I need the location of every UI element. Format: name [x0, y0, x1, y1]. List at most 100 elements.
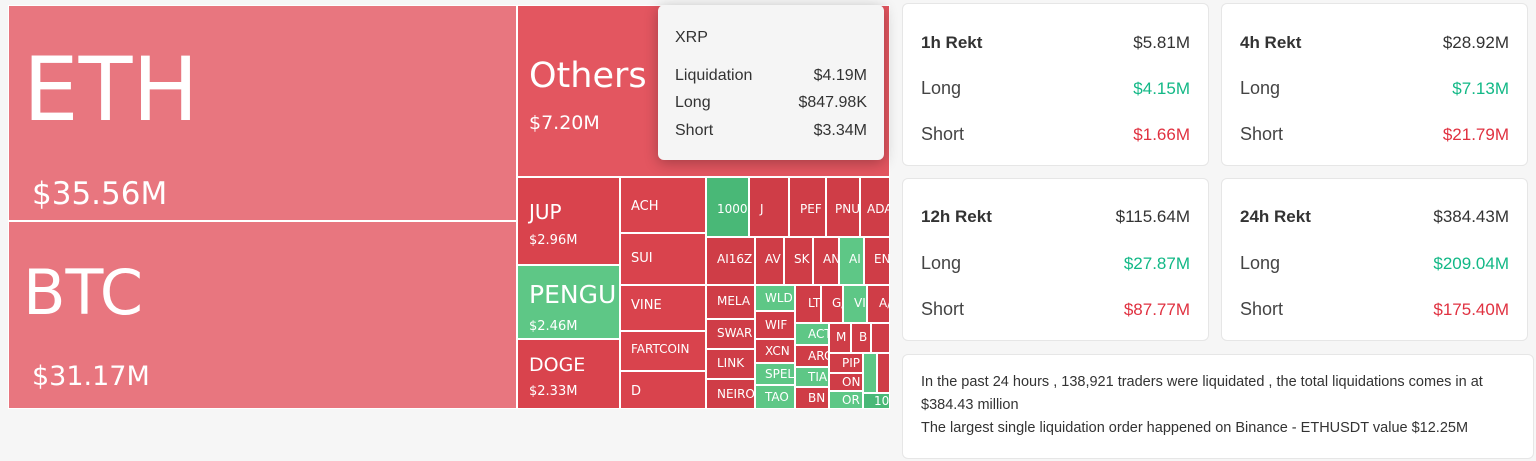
treemap-tile-av[interactable]: AV	[755, 237, 784, 285]
treemap-tile-b2[interactable]	[871, 323, 890, 353]
treemap-tile-bn[interactable]: BN	[795, 387, 829, 409]
tile-name: FARTCOIN	[631, 342, 690, 356]
long-label: Long	[1240, 253, 1281, 273]
card-title: 1h Rekt	[921, 33, 983, 52]
card-title: 12h Rekt	[921, 207, 992, 226]
treemap-tile-green-a[interactable]	[863, 353, 877, 393]
short-value: $1.66M	[1133, 124, 1190, 144]
tile-name: ADA	[867, 202, 890, 216]
treemap-tile-ga[interactable]: G/	[821, 285, 843, 323]
tile-name: WLD	[765, 291, 793, 305]
tile-name: ETH	[23, 38, 199, 141]
treemap-tile-sui[interactable]: SUI	[620, 233, 706, 285]
long-value: $27.87M	[1123, 253, 1190, 273]
tile-name: DOGE	[529, 354, 586, 376]
treemap-tile-fartcoin[interactable]: FARTCOIN	[620, 331, 706, 371]
treemap-tile-eth[interactable]: ETH $35.56M	[8, 5, 517, 221]
treemap-tile-1000[interactable]: 1000	[706, 177, 749, 237]
long-label: Long	[921, 253, 962, 273]
tile-name: EN	[874, 252, 890, 266]
long-value: $4.15M	[1133, 78, 1190, 98]
tile-name: ACH	[631, 199, 659, 214]
treemap-tile-red-a[interactable]	[877, 353, 890, 393]
long-label: Long	[1240, 78, 1281, 98]
tile-name: SUI	[631, 251, 653, 266]
treemap-tile-tao[interactable]: TAO	[755, 385, 795, 409]
treemap-tile-wld[interactable]: WLD	[755, 285, 795, 311]
tile-name: 10	[874, 394, 890, 408]
treemap-tile-lt[interactable]: LT	[795, 285, 821, 323]
treemap-tile-on[interactable]: ON	[829, 373, 863, 391]
treemap-tile-arc[interactable]: ARC	[795, 345, 829, 367]
treemap-tile-swar[interactable]: SWAR	[706, 319, 755, 349]
card-title: 4h Rekt	[1240, 33, 1302, 52]
long-label: Long	[921, 78, 962, 98]
treemap-tile-aa[interactable]: A/	[867, 285, 890, 323]
long-value: $209.04M	[1433, 253, 1509, 273]
tile-name: M	[836, 330, 847, 344]
treemap-tile-tia[interactable]: TIA	[795, 367, 829, 387]
treemap-tile-ai16z[interactable]: AI16Z	[706, 237, 755, 285]
treemap-tile-sk[interactable]: SK	[784, 237, 813, 285]
short-label: Short	[921, 299, 965, 319]
treemap-tile-b[interactable]: B	[851, 323, 871, 353]
treemap-tile-vine[interactable]: VINE	[620, 285, 706, 331]
treemap-tile-ai[interactable]: AI	[839, 237, 864, 285]
treemap-tile-10[interactable]: 10	[863, 393, 890, 409]
tile-name: LT	[808, 296, 821, 310]
tile-name: AI	[849, 252, 861, 266]
rekt-card-24h: 24h Rekt $384.43M Long $209.04M Short $175.…	[1221, 178, 1528, 341]
tile-name: OR	[842, 393, 860, 407]
short-label: Short	[921, 124, 965, 144]
tooltip-value: $847.98K	[798, 94, 867, 111]
tile-name: ON	[842, 375, 861, 389]
card-total: $5.81M	[1133, 33, 1190, 52]
treemap-tile-m[interactable]: M	[829, 323, 851, 353]
tile-name: TAO	[765, 390, 789, 404]
tile-name: AV	[765, 252, 781, 266]
tile-value: $2.96M	[529, 233, 578, 248]
treemap-tile-btc[interactable]: BTC $31.17M	[8, 221, 517, 409]
treemap-tile-mela[interactable]: MELA	[706, 285, 755, 319]
tile-name: XCN	[765, 344, 790, 358]
tile-name: AN	[823, 252, 839, 266]
treemap-tile-wif[interactable]: WIF	[755, 311, 795, 339]
treemap-tile-vi[interactable]: VI	[843, 285, 867, 323]
card-total: $384.43M	[1433, 207, 1509, 226]
rekt-card-12h: 12h Rekt $115.64M Long $27.87M Short $87.77…	[902, 178, 1209, 341]
treemap-tile-an[interactable]: AN	[813, 237, 839, 285]
treemap-tile-pengu[interactable]: PENGU $2.46M	[517, 265, 620, 339]
treemap-tile-or[interactable]: OR	[829, 391, 863, 409]
tile-name: JUP	[529, 200, 562, 224]
tooltip-label: Short	[675, 122, 714, 139]
treemap-tile-ach[interactable]: ACH	[620, 177, 706, 233]
treemap-tile-spel[interactable]: SPEL	[755, 363, 795, 385]
card-total: $115.64M	[1115, 207, 1190, 226]
short-value: $21.79M	[1442, 124, 1509, 144]
tile-name: G/	[832, 296, 842, 310]
treemap-tile-j[interactable]: J	[749, 177, 789, 237]
treemap-tile-ada[interactable]: ADA	[860, 177, 890, 237]
tile-name: PEF	[800, 202, 822, 216]
treemap-tile-d[interactable]: D	[620, 371, 706, 409]
treemap-tile-link[interactable]: LINK	[706, 349, 755, 379]
treemap-tile-doge[interactable]: DOGE $2.33M	[517, 339, 620, 409]
summary-line-1: In the past 24 hours , 138,921 traders w…	[921, 374, 1483, 413]
treemap-tile-xcn[interactable]: XCN	[755, 339, 795, 363]
tile-name: SPEL	[765, 367, 795, 381]
treemap-tile-neiro[interactable]: NEIRO	[706, 379, 755, 409]
tile-name: AI16Z	[717, 252, 753, 266]
treemap-tile-act[interactable]: ACT	[795, 323, 829, 345]
card-total: $28.92M	[1442, 33, 1509, 52]
treemap-tile-jup[interactable]: JUP $2.96M	[517, 177, 620, 265]
treemap-tile-pip[interactable]: PIP	[829, 353, 863, 373]
treemap-tile-pnu[interactable]: PNU	[826, 177, 860, 237]
tile-name: BN	[808, 391, 826, 405]
tile-name: Others	[529, 56, 647, 96]
tile-name: WIF	[765, 318, 788, 332]
tile-value: $2.46M	[529, 319, 578, 334]
treemap-tile-en[interactable]: EN	[864, 237, 890, 285]
short-label: Short	[1240, 299, 1284, 319]
treemap-tile-pef[interactable]: PEF	[789, 177, 826, 237]
tile-name: SK	[794, 252, 810, 266]
